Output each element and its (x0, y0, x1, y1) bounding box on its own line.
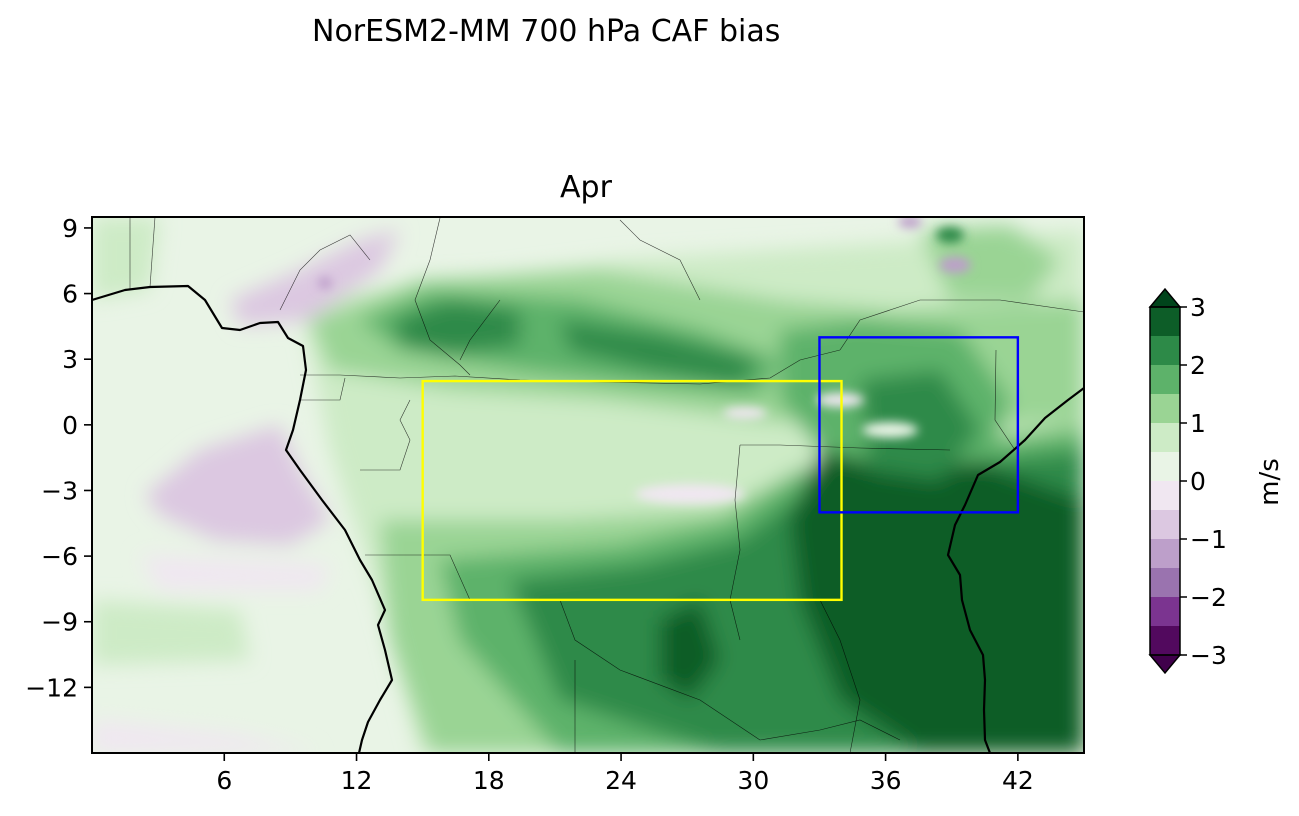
colorbar: 3 2 1 0 −1 −2 −3 (1148, 287, 1227, 675)
field-purple-spot-1 (939, 257, 971, 273)
map-field (92, 217, 1084, 753)
field-north-core-2 (560, 320, 760, 385)
x-tick-label: 12 (341, 766, 373, 795)
x-tick-label: 36 (870, 766, 902, 795)
field-white-streak-1 (635, 484, 745, 504)
field-gulf-purple (145, 425, 330, 545)
field-north-core (395, 300, 520, 355)
field-white-streak-2 (723, 407, 767, 419)
colorbar-tick-label: 2 (1190, 351, 1206, 380)
field-green-spot-1 (936, 227, 964, 243)
colorbar-level (1150, 597, 1180, 626)
colorbar-tick-label: −1 (1190, 525, 1227, 554)
y-tick-label: 3 (62, 345, 78, 374)
y-axis-ticks: 9 6 3 0 −3 −6 −9 −12 (25, 214, 92, 702)
colorbar-level (1150, 365, 1180, 394)
x-axis-ticks: 6 12 18 24 30 36 42 (216, 753, 1034, 795)
colorbar-level (1150, 481, 1180, 510)
field-ocean-lilac (92, 720, 320, 753)
colorbar-level (1150, 307, 1180, 336)
map-frame (91, 216, 1085, 754)
x-tick-label: 6 (216, 766, 232, 795)
field-east-highlands-core (860, 370, 980, 480)
colorbar-level (1150, 539, 1180, 568)
colorbar-tick-label: 3 (1190, 293, 1206, 322)
field-north-east-green (920, 225, 1060, 300)
field-white-streak-3 (816, 393, 864, 407)
border-7 (839, 299, 1084, 351)
y-tick-label: 9 (62, 214, 78, 243)
country-borders (129, 217, 1084, 753)
coastline-west-africa (92, 284, 394, 753)
yellow-region-box (421, 379, 843, 602)
x-tick-label: 18 (473, 766, 505, 795)
field-ocean-lilac-2 (140, 555, 330, 590)
colorbar-tick-label: −2 (1190, 583, 1227, 612)
coastline-east-africa (946, 387, 1084, 753)
field-south-core-spots (660, 600, 720, 700)
blue-region-box (818, 336, 1020, 514)
colorbar-tick-label: −3 (1190, 641, 1227, 670)
colorbar-unit-label: m/s (1255, 458, 1285, 506)
figure-suptitle: NorESM2-MM 700 hPa CAF bias (312, 14, 781, 49)
colorbar-extend-max (1148, 287, 1182, 308)
x-tick-label: 30 (737, 766, 769, 795)
y-tick-label: −12 (25, 673, 78, 702)
border-12 (149, 217, 156, 288)
colorbar-extend-min (1148, 654, 1182, 675)
border-6 (365, 554, 761, 741)
colorbar-level (1150, 336, 1180, 365)
field-shading (92, 217, 1084, 753)
x-tick-label: 24 (605, 766, 637, 795)
colorbar-level (1150, 510, 1180, 539)
border-3 (459, 299, 501, 361)
y-tick-label: 6 (62, 280, 78, 309)
field-purple-spot-2 (898, 217, 922, 228)
x-tick-label: 42 (1002, 766, 1034, 795)
y-tick-label: −6 (41, 542, 78, 571)
colorbar-level (1150, 394, 1180, 423)
field-purple-spot-3 (318, 277, 332, 289)
colorbar-tick-label: 1 (1190, 409, 1206, 438)
border-9 (819, 599, 861, 753)
y-tick-label: −9 (41, 608, 78, 637)
colorbar-level (1150, 626, 1180, 655)
colorbar-level (1150, 568, 1180, 597)
border-5 (729, 444, 741, 641)
y-tick-label: 0 (62, 411, 78, 440)
colorbar-level (1150, 423, 1180, 452)
border-15 (360, 399, 411, 471)
colorbar-tick-label: 0 (1190, 467, 1206, 496)
field-west-light-green (92, 217, 160, 300)
field-small-features (318, 217, 971, 504)
field-white-streak-4 (862, 422, 918, 438)
y-tick-label: −3 (41, 476, 78, 505)
panel-title: Apr (560, 170, 612, 205)
field-north-purple (230, 230, 400, 325)
border-17 (759, 719, 901, 741)
field-southeast-max (790, 420, 1084, 753)
border-8 (994, 349, 1016, 451)
border-13 (279, 234, 371, 311)
border-14 (300, 377, 346, 401)
field-ocean-light-green (92, 600, 250, 665)
border-2 (414, 217, 471, 376)
border-16 (619, 219, 701, 301)
colorbar-level (1150, 452, 1180, 481)
